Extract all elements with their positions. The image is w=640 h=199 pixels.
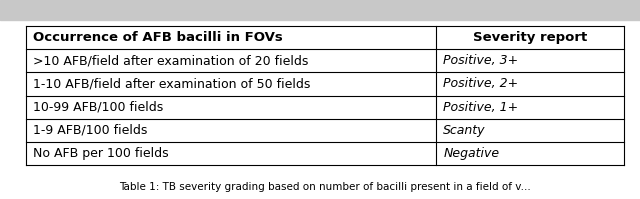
Bar — [26, 26, 624, 165]
Text: 10-99 AFB/100 fields: 10-99 AFB/100 fields — [33, 101, 164, 114]
Text: Positive, 1+: Positive, 1+ — [443, 101, 518, 114]
Text: 1-9 AFB/100 fields: 1-9 AFB/100 fields — [33, 124, 148, 137]
Bar — [0, 0, 640, 20]
Text: Negative: Negative — [443, 147, 499, 160]
Text: Severity report: Severity report — [472, 31, 587, 44]
Text: Occurrence of AFB bacilli in FOVs: Occurrence of AFB bacilli in FOVs — [33, 31, 283, 44]
Text: Positive, 3+: Positive, 3+ — [443, 54, 518, 67]
Text: No AFB per 100 fields: No AFB per 100 fields — [33, 147, 169, 160]
Text: 1-10 AFB/field after examination of 50 fields: 1-10 AFB/field after examination of 50 f… — [33, 77, 310, 90]
Text: Scanty: Scanty — [443, 124, 486, 137]
Text: >10 AFB/field after examination of 20 fields: >10 AFB/field after examination of 20 fi… — [33, 54, 308, 67]
Text: Table 1: TB severity grading based on number of bacilli present in a field of v.: Table 1: TB severity grading based on nu… — [119, 182, 531, 192]
Text: Positive, 2+: Positive, 2+ — [443, 77, 518, 90]
